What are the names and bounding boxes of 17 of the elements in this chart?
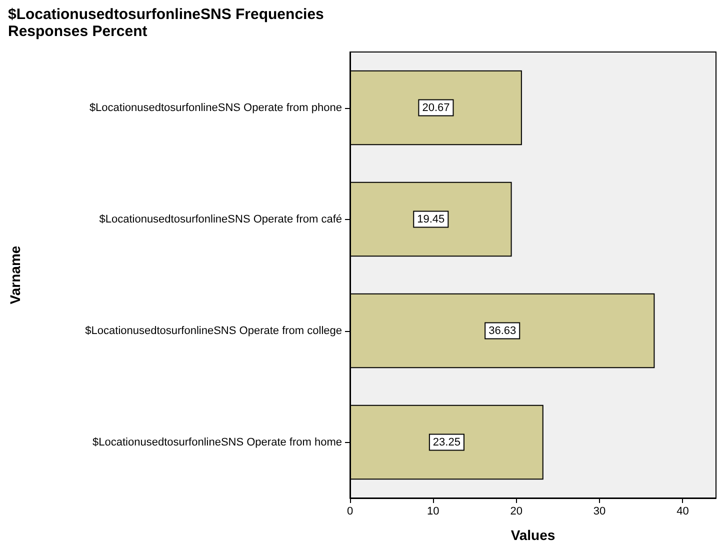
- x-tick-label: 10: [427, 506, 440, 518]
- x-axis-title: Values: [510, 527, 556, 543]
- x-tick-label: 20: [510, 506, 522, 518]
- data-label: 19.45: [417, 213, 445, 226]
- x-tick-label: 40: [676, 506, 689, 518]
- y-axis-title: Varname: [7, 246, 23, 304]
- x-tick-label: 0: [346, 506, 354, 518]
- text: Responses Percent: [8, 23, 148, 40]
- y-tick-label: $LocationusedtosurfonlineSNS Operate from café: [99, 213, 342, 226]
- y-tick-label: $LocationusedtosurfonlineSNS Operate from college: [85, 324, 342, 337]
- data-label: 20.67: [422, 102, 450, 114]
- text: $LocationusedtosurfonlineSNS Frequencies: [8, 6, 324, 23]
- data-label: 36.63: [488, 324, 516, 337]
- x-tick-label: 30: [593, 506, 606, 518]
- y-tick-label: $LocationusedtosurfonlineSNS Operate from home: [92, 436, 342, 448]
- y-tick-label: $LocationusedtosurfonlineSNS Operate from phone: [89, 102, 342, 114]
- data-label: 23.25: [432, 436, 460, 448]
